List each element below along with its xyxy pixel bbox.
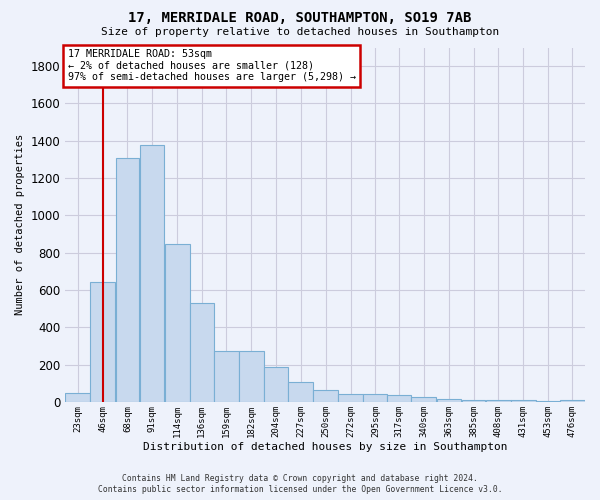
Text: Contains HM Land Registry data © Crown copyright and database right 2024.
Contai: Contains HM Land Registry data © Crown c… [98, 474, 502, 494]
Bar [288, 382, 313, 402]
Text: Size of property relative to detached houses in Southampton: Size of property relative to detached ho… [101, 27, 499, 37]
Bar [412, 396, 436, 402]
X-axis label: Distribution of detached houses by size in Southampton: Distribution of detached houses by size … [143, 442, 508, 452]
Bar [486, 400, 511, 402]
Bar [560, 400, 585, 402]
Bar [511, 400, 536, 402]
Bar [190, 303, 214, 402]
Bar [140, 146, 164, 402]
Bar [388, 396, 411, 402]
Text: 17, MERRIDALE ROAD, SOUTHAMPTON, SO19 7AB: 17, MERRIDALE ROAD, SOUTHAMPTON, SO19 7A… [128, 11, 472, 25]
Bar [338, 394, 363, 402]
Bar [239, 350, 264, 402]
Y-axis label: Number of detached properties: Number of detached properties [15, 134, 25, 316]
Bar [91, 282, 115, 402]
Bar [536, 401, 560, 402]
Bar [65, 393, 90, 402]
Bar [214, 350, 239, 402]
Bar [116, 158, 139, 402]
Bar [313, 390, 338, 402]
Bar [264, 368, 288, 402]
Bar [164, 244, 190, 402]
Bar [364, 394, 387, 402]
Bar [437, 399, 461, 402]
Text: 17 MERRIDALE ROAD: 53sqm
← 2% of detached houses are smaller (128)
97% of semi-d: 17 MERRIDALE ROAD: 53sqm ← 2% of detache… [68, 50, 356, 82]
Bar [462, 400, 485, 402]
